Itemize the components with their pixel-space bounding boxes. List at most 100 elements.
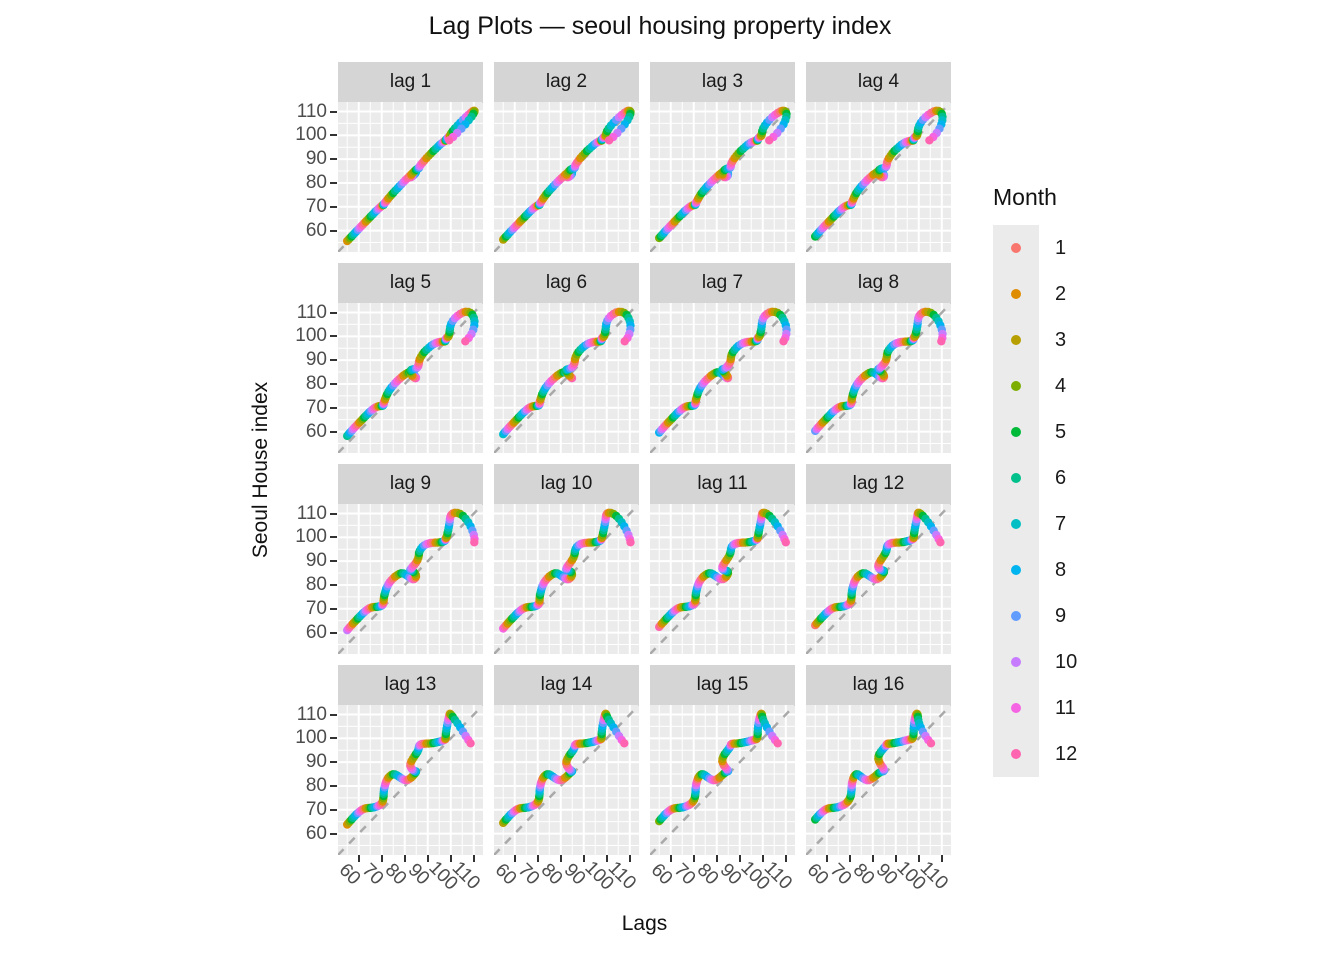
y-axis-tick-label: 100: [295, 727, 327, 749]
legend-key: [993, 593, 1039, 639]
identity-line: [338, 705, 483, 855]
y-axis-tick-label: 90: [305, 148, 327, 170]
legend-color-dot: [1011, 703, 1021, 713]
points-layer: [343, 106, 479, 246]
points-layer: [499, 307, 635, 439]
x-axis-tick-mark: [559, 855, 562, 862]
legend-item-label: 11: [1055, 696, 1076, 719]
y-axis-tick-label: 60: [305, 219, 327, 241]
lag-plot-panel: [806, 303, 951, 453]
points-layer: [655, 106, 791, 243]
y-axis-tick-mark: [330, 382, 337, 385]
facet-strip: lag 1: [338, 62, 483, 102]
lag-plot-panel: [650, 705, 795, 855]
points-layer: [811, 508, 945, 630]
facet-strip: lag 16: [806, 665, 951, 705]
x-axis-tick-mark: [848, 855, 851, 862]
y-axis-tick-mark: [330, 631, 337, 634]
y-axis-tick-mark: [330, 713, 337, 716]
facet-strip: lag 14: [494, 665, 639, 705]
legend-item-label: 12: [1055, 742, 1078, 765]
major-gridlines: [650, 705, 795, 855]
legend-color-dot: [1011, 427, 1021, 437]
facet-strip: lag 6: [494, 263, 639, 303]
points-layer: [499, 508, 635, 633]
y-axis-tick-mark: [330, 607, 337, 610]
legend-items: 1 2 3 4 5 6 7 8 9 10 11 12: [993, 225, 1077, 777]
legend-color-dot: [1011, 243, 1021, 253]
y-axis-tick-label: 70: [305, 597, 327, 619]
lag-plot-panel: [494, 303, 639, 453]
x-axis-tick-mark: [669, 855, 672, 862]
x-axis-tick-mark: [628, 855, 631, 862]
legend-key: [993, 685, 1039, 731]
legend-item: 11: [993, 685, 1077, 731]
legend-color-dot: [1011, 473, 1021, 483]
x-axis-tick-mark: [403, 855, 406, 862]
y-axis-tick-label: 100: [295, 325, 327, 347]
legend-color-dot: [1011, 289, 1021, 299]
major-gridlines: [806, 504, 951, 654]
y-axis-tick-label: 110: [296, 100, 327, 122]
legend-item-label: 3: [1055, 328, 1067, 351]
lag-plot-panel: [338, 504, 483, 654]
points-layer: [655, 307, 791, 437]
y-axis-tick-mark: [330, 512, 337, 515]
lag-plot-panel: [338, 303, 483, 453]
y-axis-tick-mark: [330, 761, 337, 764]
legend-color-dot: [1011, 611, 1021, 621]
lag-plot-panel: [806, 705, 951, 855]
legend-key: [993, 731, 1039, 777]
x-axis-tick-mark: [917, 855, 920, 862]
facet-strip: lag 13: [338, 665, 483, 705]
facet-strip: lag 9: [338, 464, 483, 504]
y-axis-tick-mark: [330, 737, 337, 740]
identity-line: [806, 705, 951, 855]
major-gridlines: [806, 102, 951, 252]
facet-strip: lag 3: [650, 62, 795, 102]
x-axis-tick-mark: [738, 855, 741, 862]
legend-item-label: 6: [1055, 466, 1067, 489]
legend-item: 2: [993, 271, 1077, 317]
y-axis-tick-mark: [330, 311, 337, 314]
facet-strip: lag 10: [494, 464, 639, 504]
legend-item-label: 9: [1055, 604, 1067, 627]
y-axis-tick-label: 90: [305, 751, 327, 773]
facet-strip: lag 2: [494, 62, 639, 102]
legend-key: [993, 639, 1039, 685]
legend-item: 5: [993, 409, 1077, 455]
x-axis-tick-mark: [536, 855, 539, 862]
legend-item-label: 7: [1055, 512, 1067, 535]
x-axis-tick-mark: [513, 855, 516, 862]
lag-plot-panel: [806, 102, 951, 252]
y-axis-tick-label: 70: [305, 396, 327, 418]
x-axis-tick-mark: [761, 855, 764, 862]
major-gridlines: [338, 102, 483, 252]
y-axis-tick-mark: [330, 181, 337, 184]
identity-line: [806, 303, 951, 453]
y-axis-tick-label: 110: [296, 301, 327, 323]
legend-item: 9: [993, 593, 1077, 639]
points-layer: [655, 508, 790, 632]
legend-item: 8: [993, 547, 1077, 593]
x-axis-tick-mark: [357, 855, 360, 862]
legend-item: 1: [993, 225, 1077, 271]
x-axis-title: Lags: [621, 912, 668, 935]
legend-key: [993, 409, 1039, 455]
points-layer: [811, 106, 947, 241]
legend: Month 1 2 3 4 5 6 7 8 9 10 11 12: [993, 184, 1077, 777]
lag-plot-panel: [494, 504, 639, 654]
identity-line: [806, 102, 951, 252]
y-axis-tick-label: 80: [305, 573, 327, 595]
legend-item-label: 4: [1055, 374, 1067, 397]
legend-key: [993, 271, 1039, 317]
y-axis-tick-mark: [330, 158, 337, 161]
points-layer: [655, 709, 782, 826]
lag-plot-panel: [494, 705, 639, 855]
lag-plot-panel: [650, 504, 795, 654]
y-axis-tick-label: 100: [295, 124, 327, 146]
y-axis-tick-mark: [330, 560, 337, 563]
legend-item-label: 8: [1055, 558, 1067, 581]
chart-title: Lag Plots — seoul housing property index: [428, 12, 892, 40]
